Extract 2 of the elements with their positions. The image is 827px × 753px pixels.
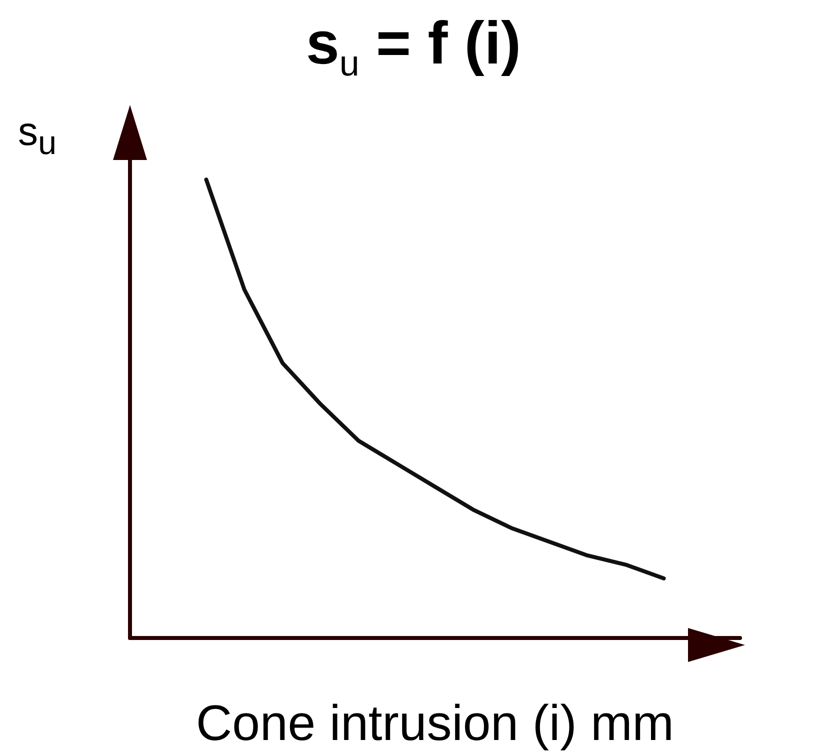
x-axis-title: Cone intrusion (i) mm	[196, 695, 674, 751]
y-axis-title: s$_{u}$	[18, 110, 57, 163]
